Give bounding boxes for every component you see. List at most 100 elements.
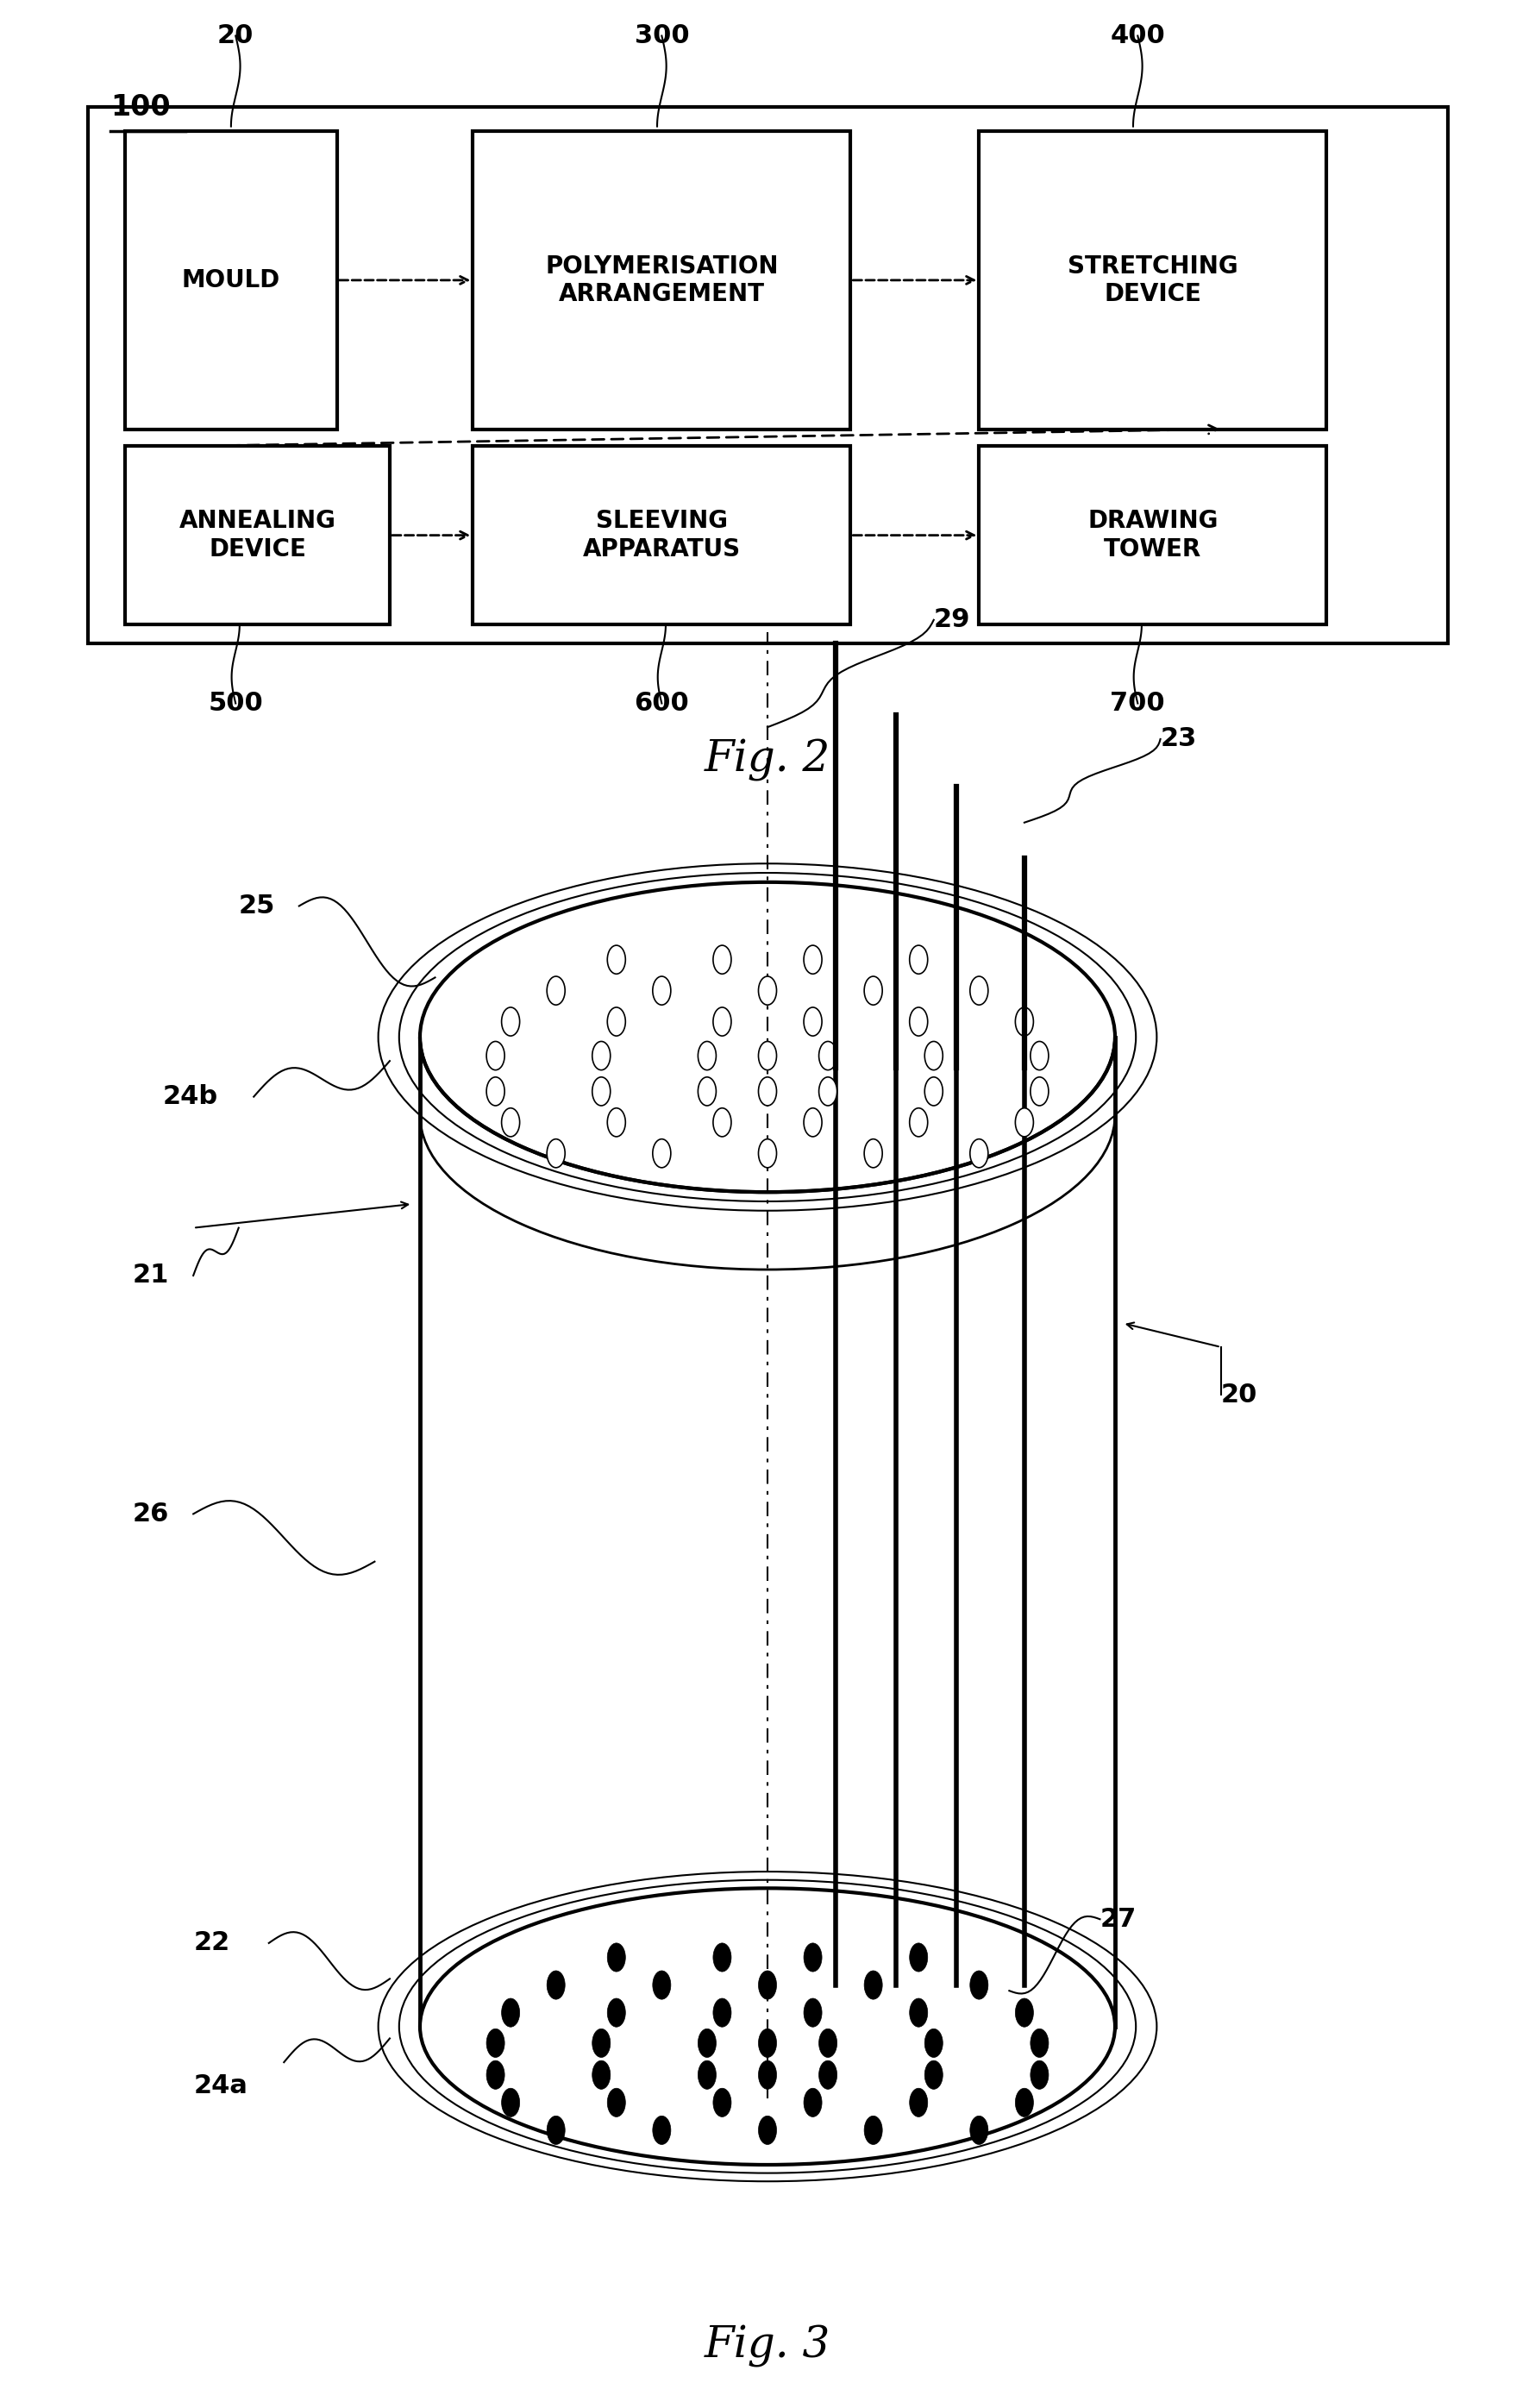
Text: SLEEVING
APPARATUS: SLEEVING APPARATUS <box>583 508 741 561</box>
Circle shape <box>487 1040 505 1069</box>
Circle shape <box>714 1108 731 1137</box>
Circle shape <box>910 1007 927 1035</box>
Circle shape <box>864 2117 883 2146</box>
Text: STRETCHING
DEVICE: STRETCHING DEVICE <box>1068 255 1239 306</box>
Text: MOULD: MOULD <box>181 267 281 291</box>
Bar <box>87 108 1448 643</box>
Circle shape <box>714 1943 731 1972</box>
Circle shape <box>608 1007 625 1035</box>
Circle shape <box>546 1970 565 1999</box>
Circle shape <box>758 1139 777 1168</box>
Circle shape <box>758 1970 777 1999</box>
Circle shape <box>652 2117 671 2146</box>
Circle shape <box>970 2117 989 2146</box>
Circle shape <box>910 2088 927 2117</box>
Circle shape <box>593 1040 611 1069</box>
Bar <box>473 445 850 624</box>
Bar <box>126 445 390 624</box>
Circle shape <box>758 2117 777 2146</box>
Circle shape <box>546 1139 565 1168</box>
Text: 22: 22 <box>193 1931 230 1955</box>
Text: 500: 500 <box>209 691 262 715</box>
Circle shape <box>1015 1999 1033 2028</box>
Circle shape <box>758 1040 777 1069</box>
Text: 700: 700 <box>1110 691 1165 715</box>
Circle shape <box>804 1999 821 2028</box>
Circle shape <box>758 975 777 1004</box>
Circle shape <box>714 946 731 973</box>
Circle shape <box>1030 1040 1048 1069</box>
Ellipse shape <box>421 1888 1114 2165</box>
Circle shape <box>608 1108 625 1137</box>
Circle shape <box>1030 2061 1048 2090</box>
Text: 26: 26 <box>134 1503 169 1527</box>
Circle shape <box>546 975 565 1004</box>
Text: DRAWING
TOWER: DRAWING TOWER <box>1087 508 1219 561</box>
Text: 20: 20 <box>1220 1382 1257 1406</box>
Circle shape <box>714 1007 731 1035</box>
Text: 25: 25 <box>238 893 275 917</box>
Text: POLYMERISATION
ARRANGEMENT: POLYMERISATION ARRANGEMENT <box>545 255 778 306</box>
Circle shape <box>804 1007 821 1035</box>
Circle shape <box>910 1108 927 1137</box>
Text: 300: 300 <box>634 24 689 48</box>
Text: Fig. 2: Fig. 2 <box>705 739 830 783</box>
Circle shape <box>608 1943 625 1972</box>
Bar <box>979 130 1326 429</box>
Circle shape <box>758 1076 777 1105</box>
Circle shape <box>714 2088 731 2117</box>
Circle shape <box>818 1040 837 1069</box>
Circle shape <box>502 1999 520 2028</box>
Circle shape <box>970 1139 989 1168</box>
Circle shape <box>924 1076 942 1105</box>
Circle shape <box>970 1970 989 1999</box>
Text: 29: 29 <box>933 607 970 633</box>
Circle shape <box>804 1108 821 1137</box>
Circle shape <box>924 1040 942 1069</box>
Circle shape <box>698 1040 717 1069</box>
Circle shape <box>1015 2088 1033 2117</box>
Text: 600: 600 <box>634 691 689 715</box>
Text: ANNEALING
DEVICE: ANNEALING DEVICE <box>180 508 336 561</box>
Circle shape <box>608 1999 625 2028</box>
Circle shape <box>608 2088 625 2117</box>
Text: 24a: 24a <box>193 2073 247 2100</box>
Circle shape <box>487 2061 505 2090</box>
Circle shape <box>608 946 625 973</box>
Circle shape <box>1015 1108 1033 1137</box>
Circle shape <box>818 1076 837 1105</box>
Circle shape <box>502 1007 520 1035</box>
Text: 27: 27 <box>1101 1907 1136 1931</box>
Circle shape <box>593 1076 611 1105</box>
Circle shape <box>502 2088 520 2117</box>
Circle shape <box>502 1108 520 1137</box>
Circle shape <box>714 1999 731 2028</box>
Text: 100: 100 <box>111 94 170 123</box>
Circle shape <box>864 975 883 1004</box>
Text: 21: 21 <box>134 1264 169 1288</box>
Circle shape <box>487 1076 505 1105</box>
Circle shape <box>804 2088 821 2117</box>
Text: 20: 20 <box>218 24 253 48</box>
Circle shape <box>758 2061 777 2090</box>
Circle shape <box>593 2030 611 2056</box>
Circle shape <box>1015 1007 1033 1035</box>
Circle shape <box>804 946 821 973</box>
Circle shape <box>546 2117 565 2146</box>
Text: 400: 400 <box>1110 24 1165 48</box>
Bar <box>126 130 336 429</box>
Circle shape <box>487 2030 505 2056</box>
Text: 24b: 24b <box>163 1084 218 1110</box>
Circle shape <box>910 946 927 973</box>
Circle shape <box>652 975 671 1004</box>
Circle shape <box>818 2061 837 2090</box>
Circle shape <box>910 1943 927 1972</box>
Text: Fig. 3: Fig. 3 <box>705 2324 830 2367</box>
Circle shape <box>593 2061 611 2090</box>
Circle shape <box>924 2030 942 2056</box>
Circle shape <box>924 2061 942 2090</box>
Circle shape <box>910 1999 927 2028</box>
Circle shape <box>864 1970 883 1999</box>
Bar <box>473 130 850 429</box>
Circle shape <box>758 2030 777 2056</box>
